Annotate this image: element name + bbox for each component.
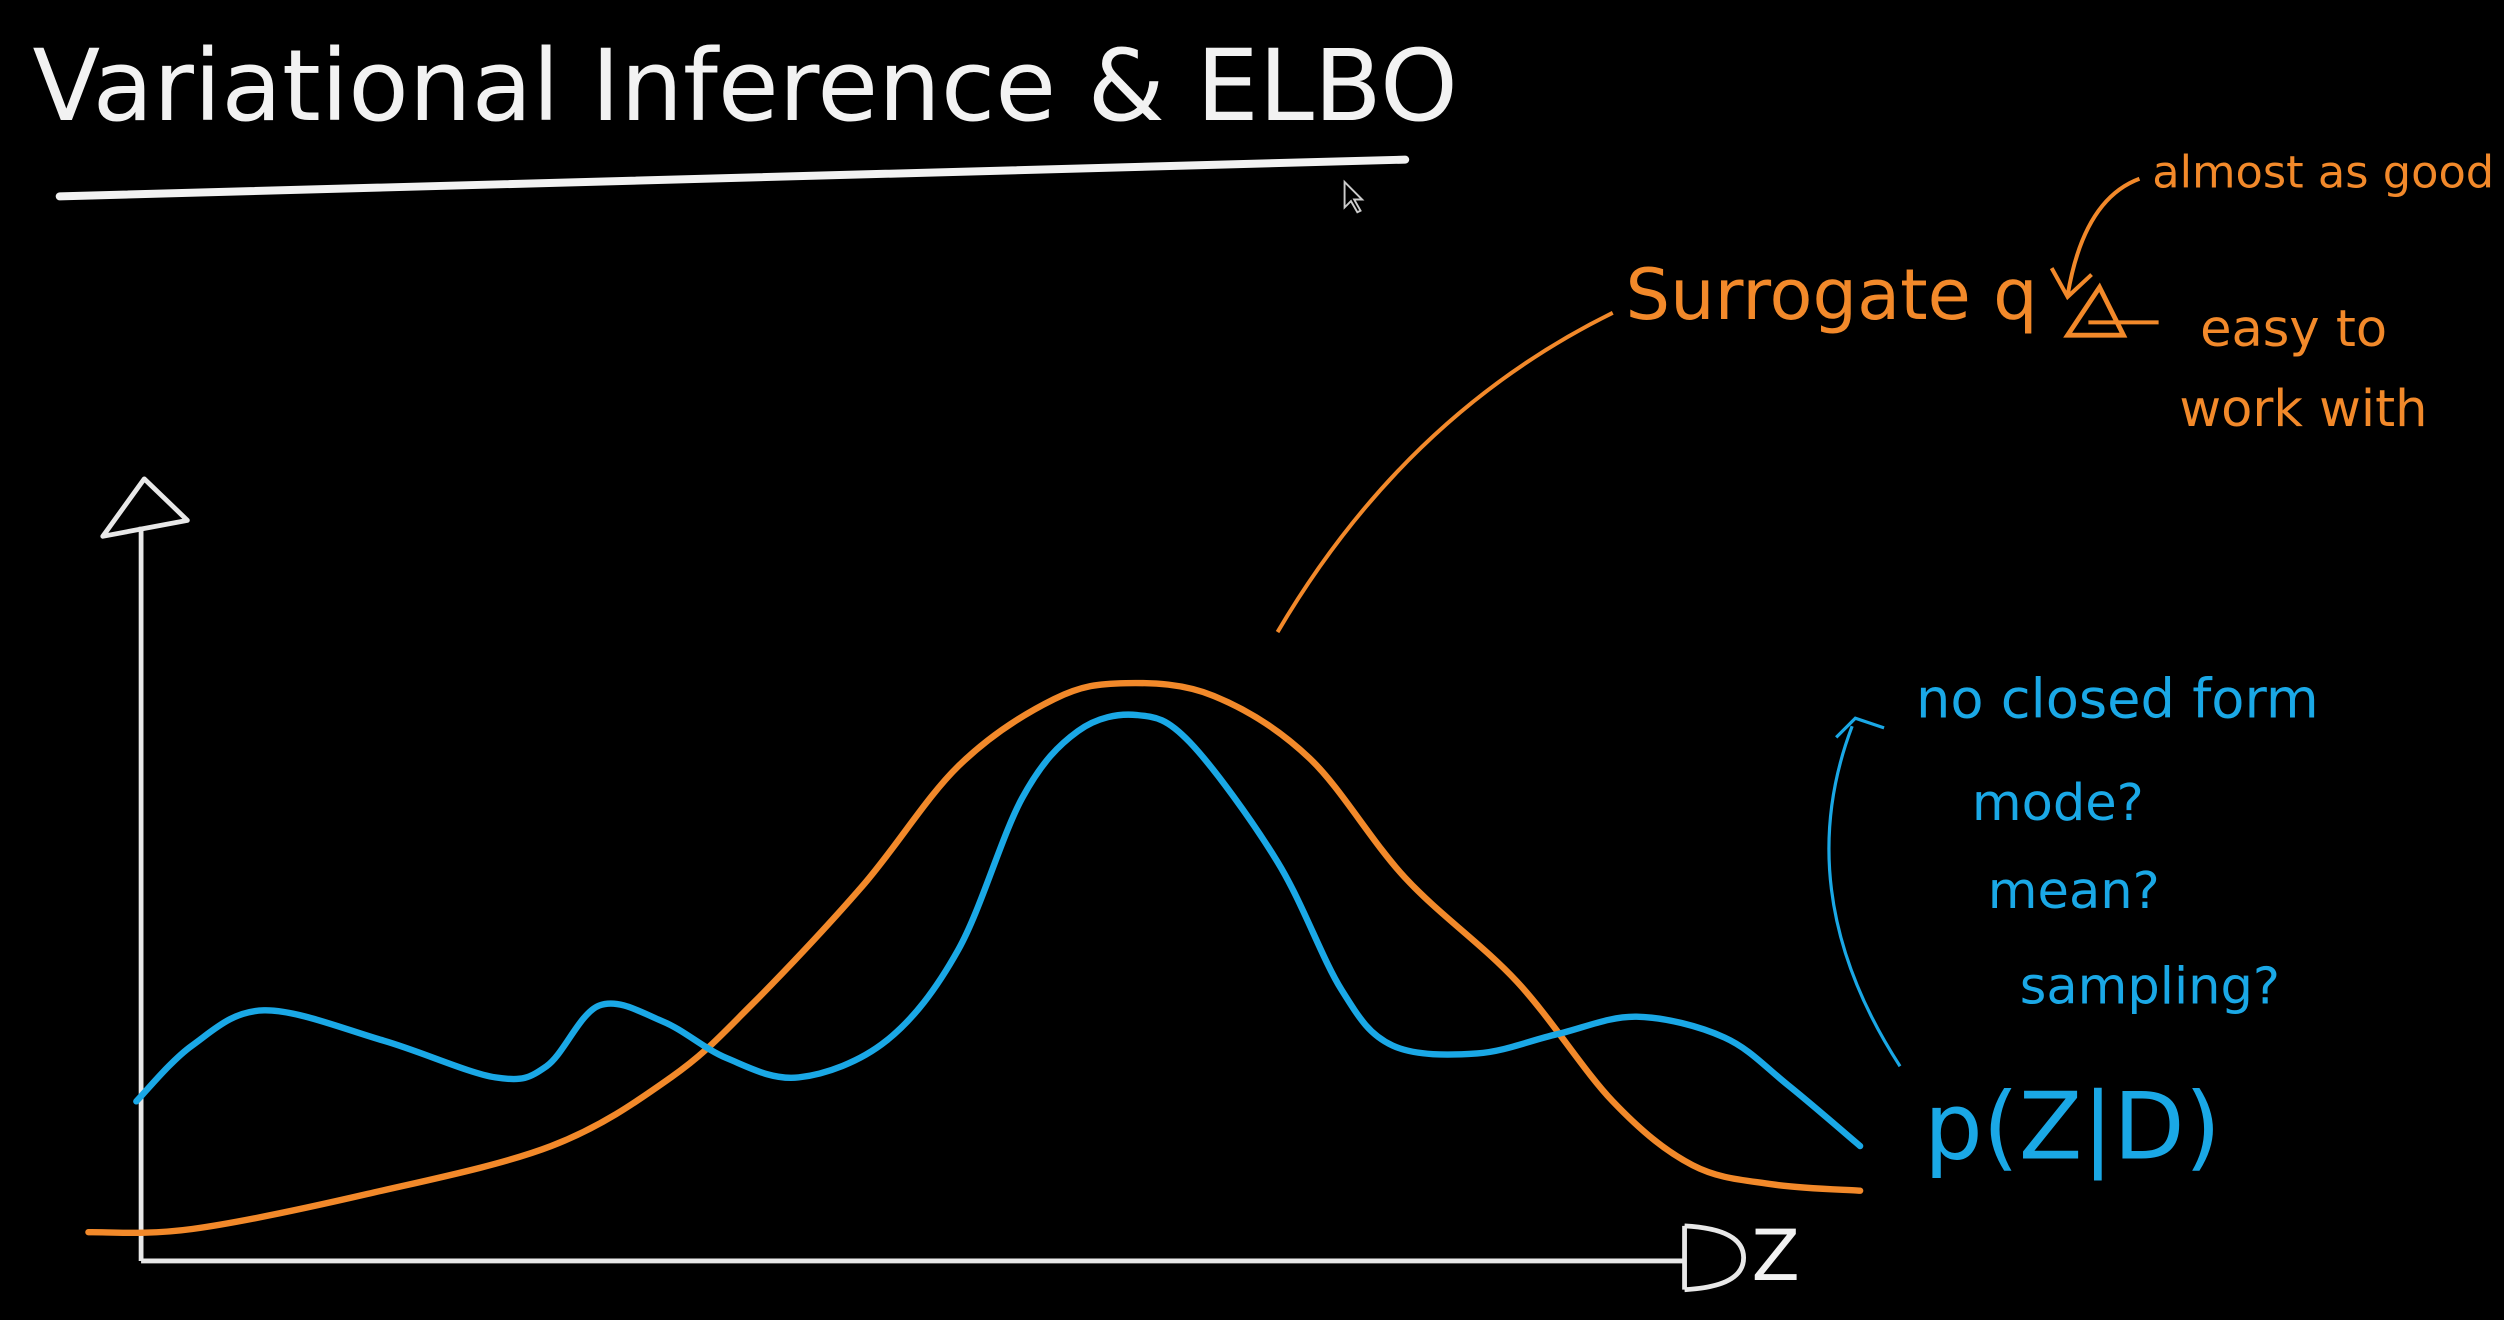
posterior-label: p(Z|D) [1924,1073,2221,1181]
axis-label: Z [1752,1215,1800,1297]
question: sampling? [2020,958,2280,1017]
cursor [1343,179,1365,214]
almost-good-label: almost as good [2152,147,2494,199]
delta-symbol [2063,282,2128,338]
title: Variational Inference & ELBO [33,29,1458,144]
surrogate-curve [85,679,1864,1237]
easy-label: easy to [2200,300,2387,359]
easy-label: work with [2179,380,2427,439]
surrogate-label: Surrogate q [1625,254,2037,336]
question: mean? [1988,862,2160,921]
posterior-arrow [1827,716,1902,1068]
title-underline [55,155,1410,201]
posterior-curve [133,711,1864,1150]
surrogate-connector [1275,311,1614,634]
almost-good-arrow [2049,176,2141,301]
no-closed-form-label: no closed form [1916,667,2319,730]
y-axis-arrow [100,476,190,539]
x-axis-arrow [1682,1223,1747,1293]
question: mode? [1972,774,2144,833]
